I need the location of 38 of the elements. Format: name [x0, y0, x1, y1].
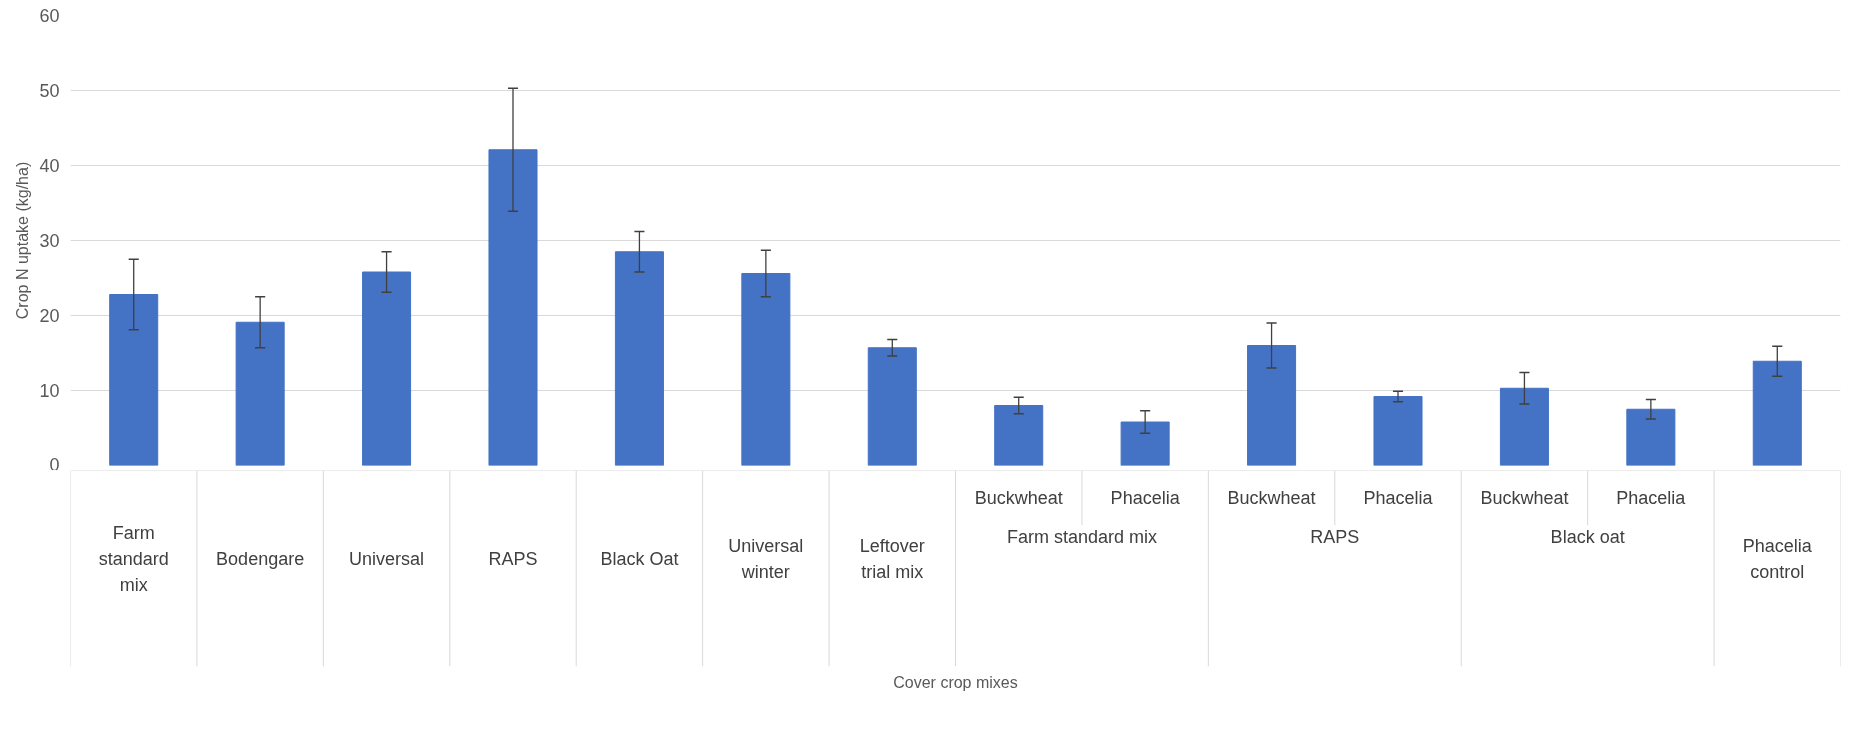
x-tick-label: Phacelia — [1363, 487, 1434, 508]
x-tick-label: Buckwheat — [1227, 487, 1316, 508]
bar — [109, 294, 159, 466]
y-tick-label: 0 — [49, 454, 60, 475]
x-tick-label: Leftover trial mix — [859, 535, 925, 582]
y-tick-label: 20 — [39, 306, 60, 326]
y-tick-label: 50 — [39, 81, 60, 101]
bar — [362, 271, 412, 466]
y-axis-title: Crop N uptake (kg/ha) — [14, 161, 32, 320]
bar — [1499, 387, 1549, 466]
bar — [867, 347, 917, 466]
bar — [1120, 421, 1170, 466]
x-tick-label: Universal — [349, 548, 425, 569]
y-tick-label: 10 — [39, 381, 60, 401]
bar — [235, 321, 285, 466]
bar — [1752, 360, 1802, 466]
text: Black oat — [1550, 527, 1625, 548]
x-tick-label: RAPS — [488, 548, 538, 569]
x-tick-label: Farm standard mix — [98, 522, 169, 595]
bar — [741, 273, 791, 466]
x-tick-label: Universal winter — [728, 535, 804, 582]
x-tick-label: Phacelia — [1110, 487, 1181, 508]
x-tick-label: Phacelia — [1616, 487, 1687, 508]
bar — [1626, 408, 1676, 466]
bar — [488, 149, 538, 466]
y-tick-label: 60 — [39, 6, 60, 26]
y-tick-label: 40 — [39, 156, 60, 176]
x-tick-label: Buckwheat — [974, 487, 1063, 508]
bar — [1247, 345, 1297, 466]
x-tick-label: Buckwheat — [1480, 487, 1569, 508]
x-tick-label: Bodengare — [216, 548, 305, 569]
y-tick-label: 30 — [39, 231, 60, 251]
x-tick-label: Phacelia control — [1742, 535, 1813, 582]
bar — [614, 251, 664, 466]
x-axis-title: Cover crop mixes — [893, 673, 1018, 691]
bar — [994, 405, 1044, 466]
x-tick-label: Black Oat — [600, 548, 679, 569]
bar — [1373, 396, 1423, 466]
